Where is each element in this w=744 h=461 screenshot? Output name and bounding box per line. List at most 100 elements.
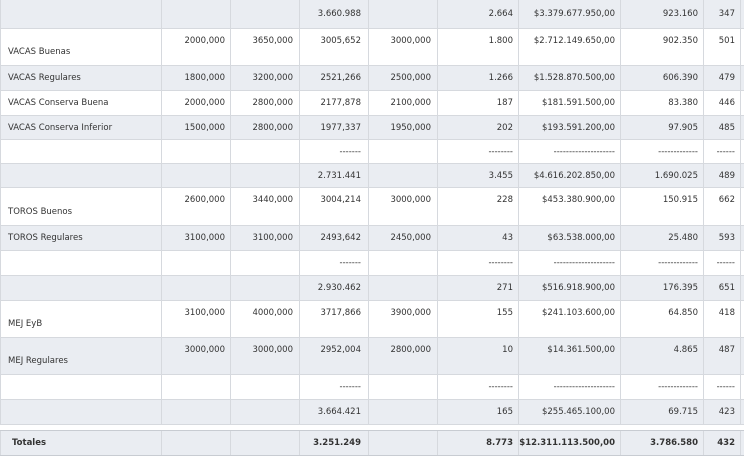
row-label-text: VACAS Conserva Buena [8, 98, 109, 108]
table-row: MEJ Regulares 3000,000 3000,000 2952,004 280… [0, 338, 744, 375]
cell-total-amount: $3.379.677.950,00 [519, 0, 621, 28]
totals-row: Totales 3.251.249 8.773 $12.311.113.500,00 3… [0, 430, 744, 456]
cell-max-value: 3200,000 [231, 66, 300, 90]
cell-price-per-kg: 446 [704, 91, 741, 115]
cell-mode-value [369, 431, 438, 455]
total-kg-text: 64.850 [668, 308, 698, 318]
cell-total-kg: 64.850 [621, 301, 704, 337]
total-kg-text: 176.395 [662, 283, 698, 293]
average-value-text: 1977,337 [320, 122, 361, 133]
cell-head-count: 202 [438, 116, 519, 139]
max-value-text: 3440,000 [252, 195, 293, 205]
cell-price-per-kg: 485 [704, 116, 741, 139]
head-count-text: 43 [502, 233, 513, 243]
total-amount-text: $193.591.200,00 [541, 122, 615, 133]
mode-value-text: 2500,000 [390, 73, 431, 83]
head-count-text: -------- [488, 258, 513, 268]
head-count-text: -------- [488, 146, 513, 157]
average-value-text: 3.251.249 [313, 438, 361, 448]
average-value-text: ------- [339, 146, 361, 157]
cell-total-kg: 97.905 [621, 116, 704, 139]
row-label-text: VACAS Buenas [8, 47, 71, 57]
table-row: 2.930.462 271 $516.918.900,00 176.395 651 [0, 276, 744, 301]
cell-head-count: 228 [438, 188, 519, 225]
price-per-kg-text: 489 [718, 170, 735, 181]
max-value-text: 3200,000 [252, 73, 293, 83]
cell-head-count: -------- [438, 140, 519, 163]
mode-value-text: 1950,000 [390, 122, 431, 133]
cell-head-count: 2.664 [438, 0, 519, 28]
cell-price-per-kg: 662 [704, 188, 741, 225]
cell-head-count: 271 [438, 276, 519, 300]
max-value-text: 4000,000 [252, 308, 293, 318]
cell-row-label [0, 251, 162, 275]
cell-min-value: 2600,000 [162, 188, 231, 225]
cell-price-per-kg: 423 [704, 400, 741, 424]
cell-total-amount: $241.103.600,00 [519, 301, 621, 337]
price-per-kg-text: 432 [717, 438, 735, 448]
max-value-text: 3000,000 [252, 345, 293, 355]
cell-average-value: ------- [300, 140, 369, 163]
total-amount-text: $4.616.202.850,00 [533, 170, 615, 181]
cell-average-value: 3005,652 [300, 29, 369, 65]
cell-total-kg: ------------- [621, 140, 704, 163]
table-row: 3.660.988 2.664 $3.379.677.950,00 923.160 34… [0, 0, 744, 29]
total-amount-text: -------------------- [553, 382, 615, 392]
cell-mode-value: 3000,000 [369, 188, 438, 225]
cell-head-count: 10 [438, 338, 519, 374]
table-row: VACAS Buenas 2000,000 3650,000 3005,652 3000… [0, 29, 744, 66]
price-per-kg-text: 662 [718, 195, 735, 205]
cell-min-value: 1800,000 [162, 66, 231, 90]
cell-price-per-kg: ------ [704, 375, 741, 399]
cell-total-kg: 3.786.580 [621, 431, 704, 455]
cell-row-label [0, 400, 162, 424]
mode-value-text: 2450,000 [390, 233, 431, 243]
cell-row-label: TOROS Regulares [0, 226, 162, 250]
cell-min-value: 3100,000 [162, 301, 231, 337]
row-label-text: Totales [12, 438, 47, 448]
head-count-text: 155 [496, 308, 513, 318]
cell-head-count: -------- [438, 251, 519, 275]
min-value-text: 3100,000 [184, 308, 225, 318]
cell-average-value: 2521,266 [300, 66, 369, 90]
cell-average-value: 2.930.462 [300, 276, 369, 300]
total-amount-text: $12.311.113.500,00 [519, 438, 615, 448]
price-per-kg-text: ------ [716, 146, 735, 157]
cell-price-per-kg: 501 [704, 29, 741, 65]
head-count-text: 1.800 [488, 36, 513, 46]
total-kg-text: ------------- [658, 258, 698, 268]
price-per-kg-text: 485 [718, 122, 735, 133]
min-value-text: 3000,000 [184, 345, 225, 355]
average-value-text: 2.930.462 [317, 283, 361, 293]
row-label-text: MEJ EyB [8, 319, 43, 329]
cell-mode-value [369, 140, 438, 163]
cell-price-per-kg: 593 [704, 226, 741, 250]
average-value-text: 2952,004 [320, 345, 361, 355]
cell-max-value [231, 0, 300, 28]
average-value-text: 2177,878 [320, 98, 361, 108]
mode-value-text: 2800,000 [390, 345, 431, 355]
cell-total-amount: $516.918.900,00 [519, 276, 621, 300]
total-amount-text: $516.918.900,00 [541, 283, 615, 293]
cell-total-kg: 176.395 [621, 276, 704, 300]
total-kg-text: 69.715 [668, 407, 698, 417]
cell-total-amount: $181.591.500,00 [519, 91, 621, 115]
head-count-text: 8.773 [486, 438, 513, 448]
cell-total-amount: $1.528.870.500,00 [519, 66, 621, 90]
cell-average-value: 1977,337 [300, 116, 369, 139]
cell-total-kg: 83.380 [621, 91, 704, 115]
cell-max-value: 3440,000 [231, 188, 300, 225]
total-amount-text: $453.380.900,00 [541, 195, 615, 205]
cell-max-value [231, 431, 300, 455]
row-label-text: TOROS Buenos [8, 207, 73, 217]
row-label-text: TOROS Regulares [8, 233, 83, 243]
cell-price-per-kg: 487 [704, 338, 741, 374]
cell-total-kg: 606.390 [621, 66, 704, 90]
total-kg-text: ------------- [658, 382, 698, 392]
cell-mode-value [369, 375, 438, 399]
mode-value-text: 3000,000 [390, 36, 431, 46]
cell-total-kg: 902.350 [621, 29, 704, 65]
mode-value-text: 2100,000 [390, 98, 431, 108]
table-row: TOROS Buenos 2600,000 3440,000 3004,214 3000… [0, 188, 744, 226]
average-value-text: 2521,266 [320, 73, 361, 83]
